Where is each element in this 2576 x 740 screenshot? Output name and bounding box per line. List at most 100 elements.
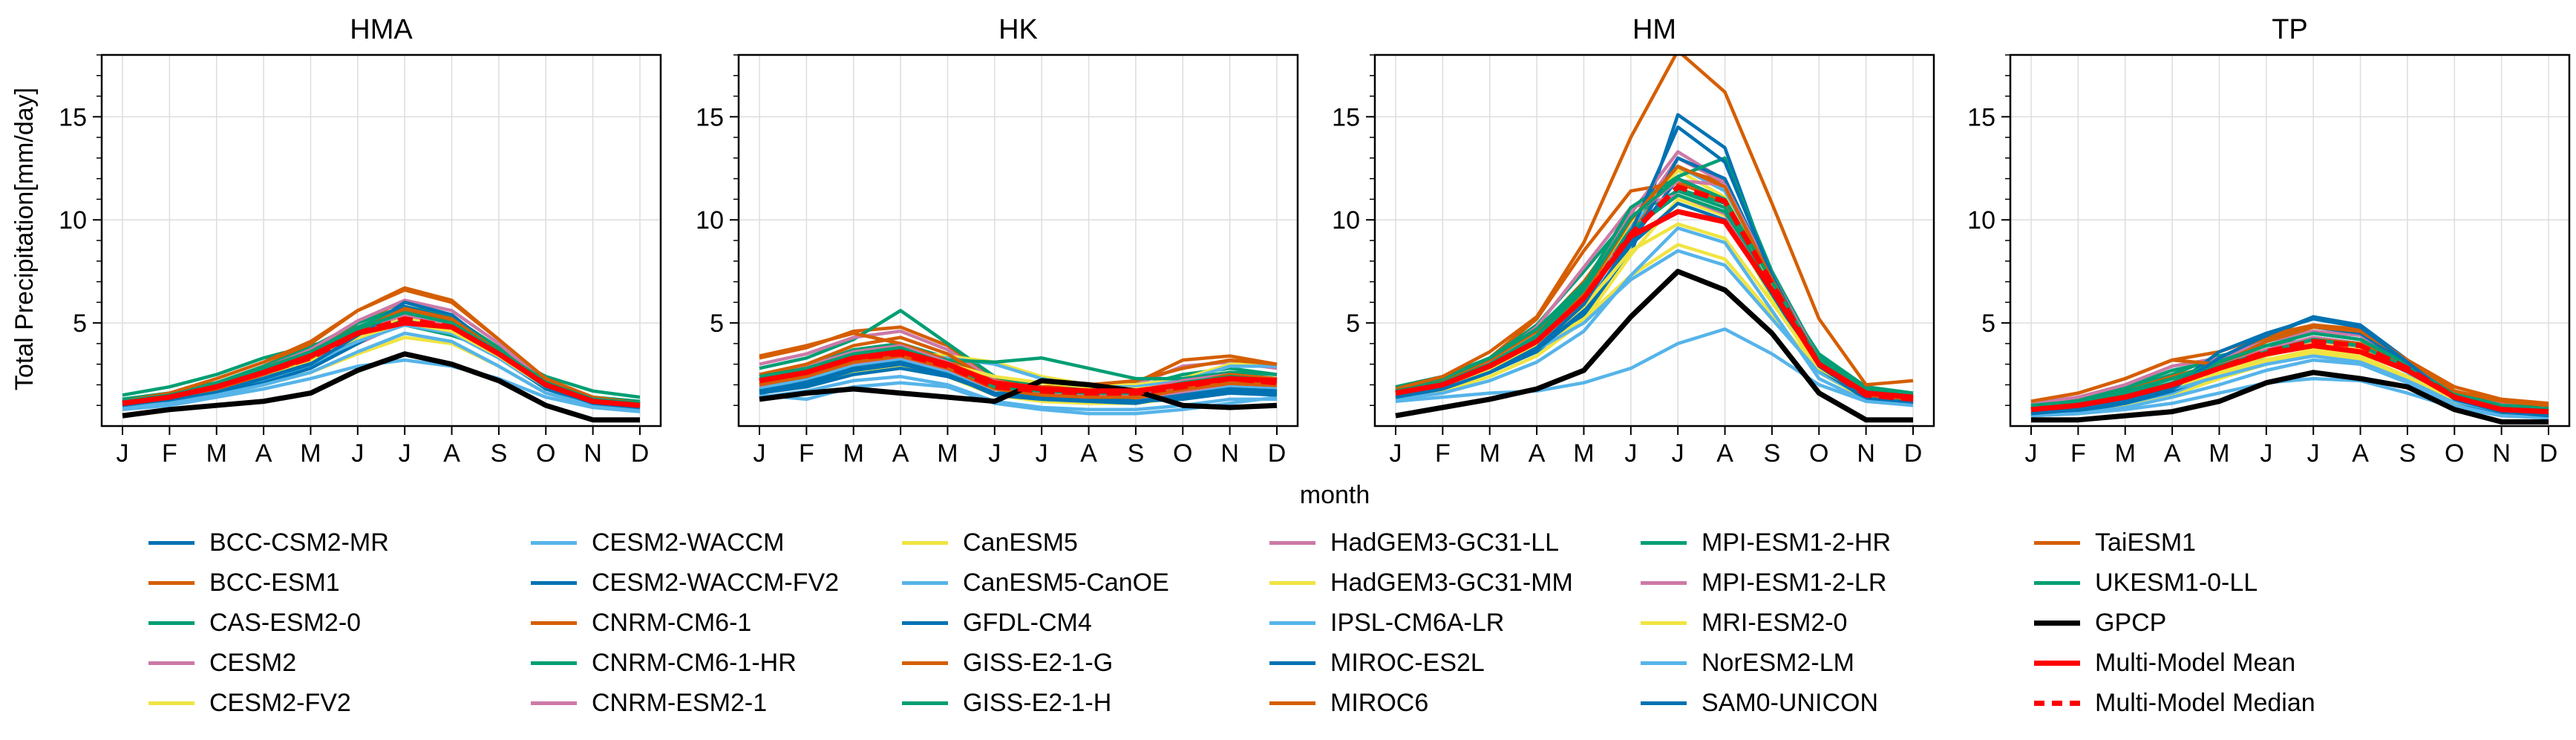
series-line-miroc6 — [1395, 55, 1914, 391]
x-tick-label: S — [1764, 439, 1781, 468]
legend-item: SAM0-UNICON — [1641, 684, 1878, 721]
legend-swatch — [2034, 580, 2080, 585]
x-tick-label: J — [1624, 439, 1637, 468]
legend-swatch — [1269, 621, 1315, 625]
legend-item: CNRM-ESM2-1 — [531, 684, 767, 721]
x-tick-label: J — [2025, 439, 2038, 468]
legend-label: SAM0-UNICON — [1701, 688, 1879, 717]
legend-swatch — [902, 580, 948, 585]
x-tick-label: S — [2399, 439, 2416, 468]
legend-item: NorESM2-LM — [1641, 644, 1854, 681]
x-tick-label: J — [1036, 439, 1048, 468]
series-line-multi-model-median — [122, 316, 641, 408]
legend-swatch — [2034, 700, 2080, 706]
series-line-multi-model-median — [2030, 338, 2549, 415]
x-tick-label: M — [2115, 439, 2136, 468]
legend-swatch — [148, 621, 194, 625]
x-tick-label: J — [117, 439, 129, 468]
legend-swatch — [531, 540, 577, 545]
legend-item: BCC-CSM2-MR — [148, 524, 389, 561]
legend-item: CESM2-WACCM-FV2 — [531, 564, 839, 601]
legend-label: CanESM5-CanOE — [963, 568, 1169, 597]
y-tick-label: 10 — [1332, 206, 1360, 235]
legend-item: CNRM-CM6-1 — [531, 604, 751, 641]
legend-label: MIROC-ES2L — [1330, 648, 1485, 677]
x-tick-label: M — [2209, 439, 2229, 468]
legend-item: CESM2-FV2 — [148, 684, 351, 721]
legend-swatch — [2034, 660, 2080, 666]
legend-item: CESM2-WACCM — [531, 524, 784, 561]
legend-swatch — [1269, 701, 1315, 705]
legend-label: HadGEM3-GC31-MM — [1330, 568, 1573, 597]
y-axis-label: Total Precipitation[mm/day] — [10, 88, 39, 390]
x-tick-label: N — [2492, 439, 2511, 468]
legend-label: CanESM5 — [963, 528, 1078, 557]
x-tick-label: O — [1173, 439, 1192, 468]
x-tick-label: N — [583, 439, 602, 468]
x-tick-label: M — [1573, 439, 1594, 468]
legend-label: MRI-ESM2-0 — [1701, 608, 1848, 637]
legend-label: GISS-E2-1-H — [963, 688, 1112, 717]
x-tick-label: M — [1480, 439, 1500, 468]
legend-label: TaiESM1 — [2095, 528, 2197, 557]
legend-label: CNRM-CM6-1 — [592, 608, 752, 637]
y-tick-label: 10 — [696, 206, 724, 235]
x-tick-label: A — [892, 439, 909, 468]
legend-label: Multi-Model Mean — [2095, 648, 2296, 677]
series-group — [2030, 315, 2549, 425]
legend-swatch — [1641, 661, 1687, 665]
legend-item: CNRM-CM6-1-HR — [531, 644, 797, 681]
legend-item: HadGEM3-GC31-MM — [1269, 564, 1573, 601]
legend-label: Multi-Model Median — [2095, 688, 2315, 717]
x-tick-label: J — [753, 439, 766, 468]
x-tick-label: J — [988, 439, 1001, 468]
y-tick-label: 15 — [59, 103, 87, 131]
legend-swatch — [902, 540, 948, 545]
series-line-multi-model-mean — [759, 349, 1278, 394]
legend-swatch — [148, 580, 194, 585]
x-tick-label: A — [2352, 439, 2369, 468]
x-tick-label: M — [206, 439, 227, 468]
y-tick-label: 5 — [710, 310, 724, 338]
y-tick-label: 5 — [1981, 310, 1995, 338]
legend-label: CESM2-WACCM — [592, 528, 785, 557]
panel-frame — [2009, 53, 2571, 428]
legend-swatch — [148, 540, 194, 545]
legend-item: MPI-ESM1-2-LR — [1641, 564, 1886, 601]
legend-swatch — [1269, 540, 1315, 545]
y-tick-label: 15 — [1332, 103, 1360, 131]
x-tick-label: A — [255, 439, 272, 468]
series-line-gpcp — [1395, 269, 1913, 423]
y-tick-label: 10 — [1967, 206, 1995, 235]
legend-item: CanESM5-CanOE — [902, 564, 1169, 601]
legend-swatch — [902, 701, 948, 705]
x-tick-label: J — [1672, 439, 1684, 468]
series-line-noresm2-lm — [1395, 226, 1914, 407]
legend-item: GISS-E2-1-G — [902, 644, 1113, 681]
x-tick-label: A — [1716, 439, 1733, 468]
legend-label: GFDL-CM4 — [963, 608, 1092, 637]
series-group — [122, 286, 641, 423]
legend-label: MPI-ESM1-2-LR — [1701, 568, 1887, 597]
legend-swatch — [2034, 620, 2080, 626]
legend-label: CNRM-CM6-1-HR — [592, 648, 797, 677]
x-tick-label: N — [1220, 439, 1239, 468]
legend-swatch — [531, 621, 577, 625]
legend-label: CNRM-ESM2-1 — [592, 688, 768, 717]
x-tick-label: F — [2070, 439, 2086, 468]
x-tick-label: N — [1857, 439, 1875, 468]
legend-swatch — [148, 701, 194, 705]
x-axis-label: month — [1300, 481, 1370, 509]
legend-label: NorESM2-LM — [1701, 648, 1854, 677]
legend-item: CESM2 — [148, 644, 296, 681]
legend-label: GPCP — [2095, 608, 2167, 637]
legend-item: UKESM1-0-LL — [2034, 564, 2258, 601]
legend-swatch — [1641, 580, 1687, 585]
y-tick-label: 10 — [59, 206, 87, 235]
series-line-gpcp — [2031, 370, 2549, 425]
legend-label: CESM2 — [209, 648, 297, 677]
